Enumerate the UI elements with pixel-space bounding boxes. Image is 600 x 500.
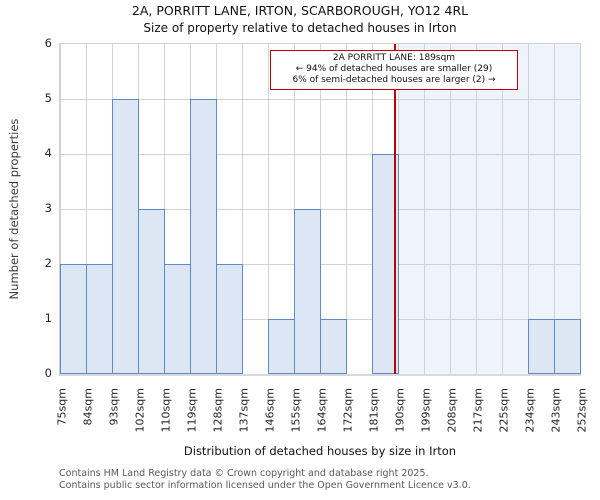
gridline-horizontal	[60, 153, 580, 155]
x-tick-text: 146sqm	[263, 388, 276, 433]
histogram-bar	[60, 264, 87, 374]
x-tick-text: 155sqm	[289, 388, 302, 433]
x-axis-ticks: 75sqm 84sqm 93sqm 102sqm 110sqm 119sqm 128sqm 1…	[55, 376, 588, 446]
histogram-bar	[138, 209, 165, 374]
y-tick-label: 0	[44, 366, 52, 380]
x-tick-text: 225sqm	[497, 388, 510, 433]
x-tick-text: 84sqm	[81, 388, 94, 426]
x-tick-text: 93sqm	[107, 388, 120, 426]
x-tick-text: 102sqm	[133, 388, 146, 433]
x-tick-text: 190sqm	[393, 388, 406, 433]
x-tick-text: 172sqm	[341, 388, 354, 433]
histogram-bar	[528, 319, 555, 374]
y-axis-label: Number of detached properties	[7, 118, 21, 300]
footer-line-1: Contains HM Land Registry data © Crown c…	[59, 468, 429, 479]
x-tick-text: 164sqm	[315, 388, 328, 433]
x-tick-text: 199sqm	[419, 388, 432, 433]
y-tick-label: 1	[44, 311, 52, 325]
y-axis-ticks: 0 1 2 3 4 5 6	[0, 36, 52, 380]
annotation-smaller-text: ← 94% of detached houses are smaller (29…	[295, 64, 493, 74]
histogram-bar	[268, 319, 295, 374]
annotation-larger-text: 6% of semi-detached houses are larger (2…	[292, 75, 496, 85]
annotation-property-label: 2A PORRITT LANE: 189sqm	[332, 53, 456, 63]
x-tick-text: 119sqm	[185, 388, 198, 433]
histogram-bar	[320, 319, 347, 374]
histogram-bar	[164, 264, 191, 374]
x-tick-text: 137sqm	[237, 388, 250, 433]
x-tick-text: 234sqm	[523, 388, 536, 433]
x-tick-text: 243sqm	[549, 388, 562, 433]
histogram-bar	[294, 209, 321, 374]
x-tick-text: 252sqm	[575, 388, 588, 433]
y-tick-label: 5	[44, 91, 52, 105]
chart-title: 2A, PORRITT LANE, IRTON, SCARBOROUGH, YO…	[131, 3, 469, 18]
x-tick-text: 181sqm	[367, 388, 380, 433]
x-tick-text: 208sqm	[445, 388, 458, 433]
gridline-vertical	[579, 44, 581, 374]
y-tick-label: 3	[44, 201, 52, 215]
histogram-bar	[216, 264, 243, 374]
histogram-bar	[112, 99, 139, 374]
property-annotation: 2A PORRITT LANE: 189sqm ← 94% of detache…	[270, 50, 518, 90]
x-tick-text: 217sqm	[471, 388, 484, 433]
x-axis-label: Distribution of detached houses by size …	[183, 444, 457, 458]
y-tick-label: 6	[44, 36, 52, 50]
footer: Contains HM Land Registry data © Crown c…	[59, 468, 471, 491]
gridline-horizontal	[60, 98, 580, 100]
x-tick-text: 75sqm	[55, 388, 68, 426]
plot-area: 2A PORRITT LANE: 189sqm ← 94% of detache…	[59, 43, 581, 376]
y-tick-label: 4	[44, 146, 52, 160]
x-tick-text: 110sqm	[159, 388, 172, 433]
x-tick-text: 128sqm	[211, 388, 224, 433]
property-marker-line	[394, 44, 396, 374]
histogram-bar	[190, 99, 217, 374]
histogram-bar	[86, 264, 113, 374]
footer-line-2: Contains public sector information licen…	[59, 479, 471, 491]
y-tick-label: 2	[44, 256, 52, 270]
histogram-bar	[554, 319, 581, 374]
chart-subtitle: Size of property relative to detached ho…	[143, 21, 457, 35]
